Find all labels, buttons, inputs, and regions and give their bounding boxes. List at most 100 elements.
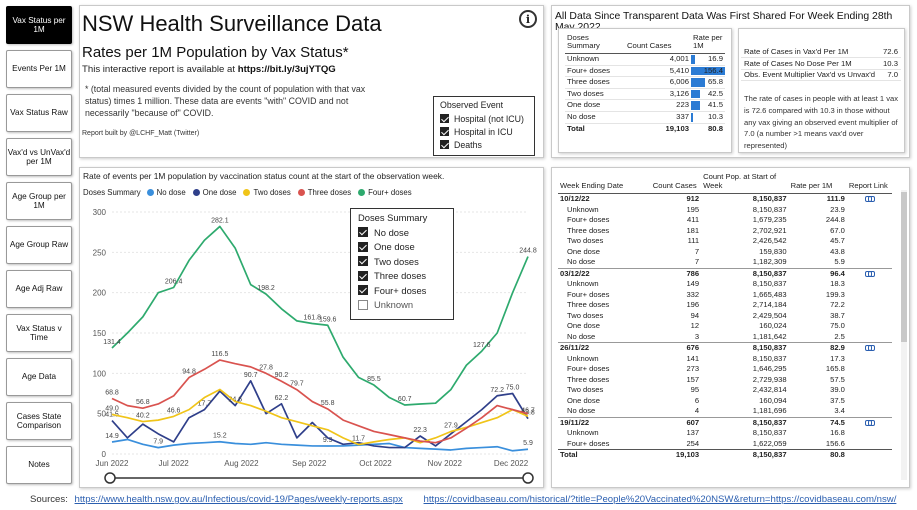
link-icon[interactable] [864, 345, 875, 352]
week-pop: 2,432,814 [752, 385, 787, 395]
week-pop: 1,679,235 [752, 215, 787, 225]
x-tick-label: Oct 2022 [359, 459, 392, 468]
summary-count: 223 [625, 99, 691, 112]
rate-bar [691, 112, 694, 122]
legend-item-four-doses[interactable]: Four+ doses [358, 188, 412, 197]
report-link-url[interactable]: https://bit.ly/3ujYTQG [237, 64, 336, 75]
source-link-nsw-health[interactable]: https://www.health.nsw.gov.au/Infectious… [74, 494, 403, 505]
option-label: Four+ doses [374, 284, 427, 296]
info-icon[interactable]: i [519, 10, 537, 28]
series-line-one-dose[interactable] [111, 379, 529, 449]
week-rate: 2.5 [834, 331, 845, 341]
legend-item-three-doses[interactable]: Three doses [297, 188, 351, 197]
legend-dot-icon [358, 189, 366, 196]
nav-button-vax-status-v-time[interactable]: Vax Status v Time [6, 314, 72, 352]
week-rate: 165.8 [825, 364, 845, 374]
summary-rate-cell: 16.9 [691, 53, 725, 66]
checkbox-icon[interactable] [358, 241, 368, 252]
legend-item-one-dose[interactable]: One dose [192, 188, 236, 197]
checkbox-icon[interactable] [440, 127, 449, 136]
observed-option-deaths[interactable]: Deaths [440, 138, 528, 151]
observed-option-hospital-not-icu[interactable]: Hospital (not ICU) [440, 112, 528, 125]
data-label: 198.2 [257, 285, 275, 292]
checkbox-icon[interactable] [358, 256, 368, 267]
checkbox-icon[interactable] [440, 140, 449, 149]
summary-row: Three doses 6,006 65.8 [565, 76, 725, 89]
link-icon[interactable] [864, 419, 875, 426]
week-rate: 3.4 [834, 406, 845, 416]
x-tick-label: Sep 2022 [292, 459, 327, 468]
nav-button-cases-state-comparison[interactable]: Cases State Comparison [6, 402, 72, 440]
series-line-no-dose[interactable] [111, 438, 529, 452]
scroll-thumb[interactable] [901, 192, 907, 342]
summary-dose-label: One dose [565, 99, 625, 112]
nav-button-vax-status-per-1m[interactable]: Vax Status per 1M [6, 6, 72, 44]
data-label: 22.3 [413, 427, 427, 434]
weekly-total-row: Total 19,103 8,150,837 80.8 [558, 449, 892, 461]
week-rate: 96.4 [788, 267, 847, 280]
weekly-scrollbar[interactable] [901, 190, 907, 480]
nav-button-vax-status-raw[interactable]: Vax Status Raw [6, 94, 72, 132]
dose-row: Three doses 157 2,729,938 57.5 [558, 375, 892, 386]
dose-row: No dose 4 1,181,696 3.4 [558, 406, 892, 417]
week-rate: 199.3 [825, 289, 845, 299]
data-label: 94.8 [182, 369, 196, 376]
nav-button-age-group-per-1m[interactable]: Age Group per 1M [6, 182, 72, 220]
legend-item-two-doses[interactable]: Two doses [243, 188, 291, 197]
data-label: 15.2 [213, 433, 227, 440]
rate-bar [691, 66, 725, 76]
checkbox-icon[interactable] [358, 270, 368, 281]
data-label: 56.8 [136, 399, 150, 406]
series-line-two-doses[interactable] [111, 388, 529, 446]
x-tick-label: Nov 2022 [428, 459, 463, 468]
link-icon[interactable] [864, 196, 875, 203]
week-count: 149 [686, 279, 700, 289]
series-line-four-doses[interactable] [111, 225, 529, 406]
time-slider-start-handle[interactable] [104, 472, 116, 484]
week-rate: 156.6 [825, 438, 845, 448]
week-date: 19/11/22 [558, 416, 651, 429]
option-label: Hospital (not ICU) [454, 113, 524, 124]
legend-item-no-dose[interactable]: No dose [146, 188, 186, 197]
checkbox-icon[interactable] [358, 227, 368, 238]
dose-option-three-doses[interactable]: Three doses [358, 269, 446, 284]
x-tick-label: Jun 2022 [96, 459, 129, 468]
week-pop: 160,094 [759, 395, 787, 405]
data-label: 85.5 [367, 376, 381, 383]
nav-button-age-data[interactable]: Age Data [6, 358, 72, 396]
checkbox-icon[interactable] [358, 299, 368, 310]
week-pop: 2,714,184 [752, 300, 787, 310]
week-rate: 75.0 [830, 321, 845, 331]
summary-rate: 10.3 [708, 111, 723, 121]
weekly-total-empty [846, 449, 892, 461]
data-label: 72.2 [490, 387, 504, 394]
nav-button-vax-d-vs-unvax-d-per-1m[interactable]: Vax'd vs UnVax'd per 1M [6, 138, 72, 176]
time-slider-end-handle[interactable] [522, 472, 534, 484]
weekly-column-header: Count Cases [650, 173, 702, 195]
nav-button-age-group-raw[interactable]: Age Group Raw [6, 226, 72, 264]
observed-option-hospital-in-icu[interactable]: Hospital in ICU [440, 125, 528, 138]
chart-panel: Rate of events per 1M population by vacc… [79, 167, 544, 488]
checkbox-icon[interactable] [440, 114, 449, 123]
dose-option-two-doses[interactable]: Two doses [358, 254, 446, 269]
dose-option-four-doses[interactable]: Four+ doses [358, 283, 446, 298]
dose-option-unknown[interactable]: Unknown [358, 298, 446, 313]
series-line-three-doses[interactable] [111, 359, 529, 444]
dose-option-one-dose[interactable]: One dose [358, 240, 446, 255]
data-label: 159.6 [319, 316, 337, 323]
report-link-cell [847, 332, 892, 343]
report-link-cell [847, 236, 892, 247]
week-rate: 82.9 [788, 342, 847, 354]
nav-button-age-adj-raw[interactable]: Age Adj Raw [6, 270, 72, 308]
nav-button-events-per-1m[interactable]: Events Per 1M [6, 50, 72, 88]
dose-label: Three doses [567, 225, 610, 235]
dose-row: Four+ doses 332 1,665,483 199.3 [558, 290, 892, 301]
link-icon[interactable] [864, 270, 875, 277]
weekly-total-count: 19,103 [650, 449, 702, 461]
nav-button-notes[interactable]: Notes [6, 446, 72, 484]
summary-rate: 65.8 [708, 77, 723, 87]
week-count: 12 [690, 321, 700, 331]
checkbox-icon[interactable] [358, 285, 368, 296]
source-link-covidbaseau[interactable]: https://covidbaseau.com/historical/?titl… [423, 494, 897, 505]
dose-option-no-dose[interactable]: No dose [358, 225, 446, 240]
